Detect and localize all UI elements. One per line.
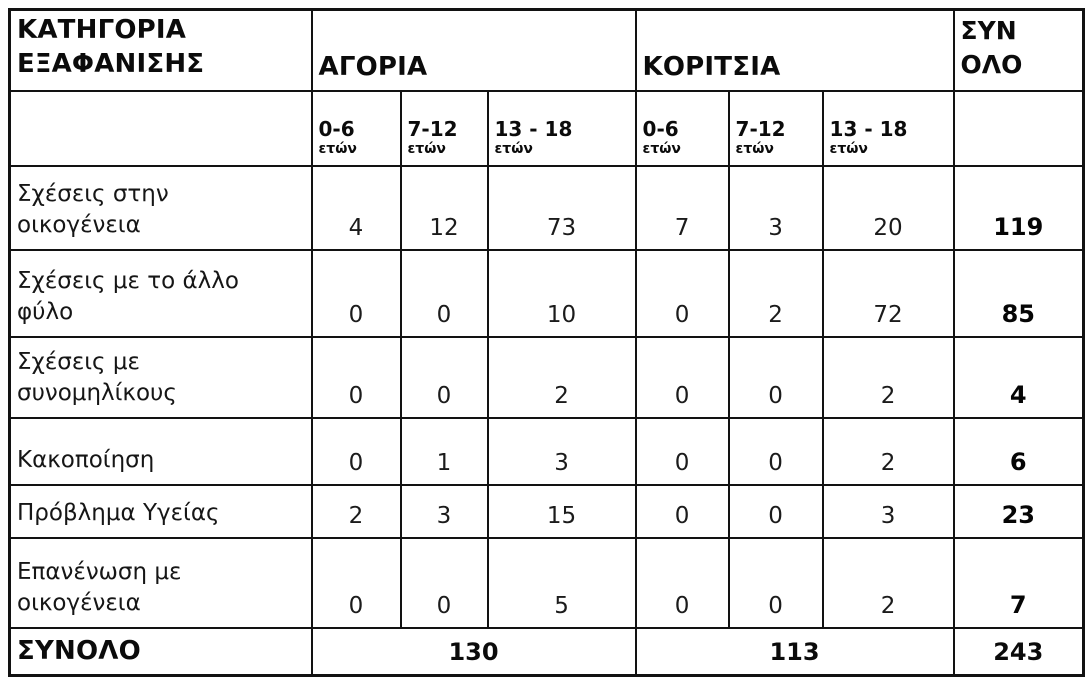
row-total: 119 [952,164,1085,251]
row-total: 23 [952,483,1085,539]
value-boys-7-12: 0 [399,536,489,629]
value-boys-0-6: 0 [310,416,402,486]
age-range-label: 7-12 [407,116,458,141]
value-boys-7-12: 3 [399,483,489,539]
value-girls-13-18: 2 [821,335,955,419]
age-range-label: 0-6 [642,116,679,141]
row-label: Πρόβλημα Υγείας [8,483,313,539]
table-row-opposite-sex-relations: Σχέσεις με το άλλο φύλο 0 0 10 0 2 72 85 [8,248,1085,338]
header-age-girls-0-6: 0-6 ετών [634,89,730,167]
table-row-peer-relations: Σχέσεις με συνομηλίκους 0 0 2 0 0 2 4 [8,335,1085,419]
age-unit-label: ετών [829,140,868,157]
table-row-health-problem: Πρόβλημα Υγείας 2 3 15 0 0 3 23 [8,483,1085,539]
age-unit-label: ετών [407,140,446,157]
header-total-spacer [952,89,1085,167]
header-category-spacer [8,89,313,167]
footer-row-totals: ΣΥΝΟΛΟ 130 113 243 [8,626,1085,677]
footer-grand-total: 243 [952,626,1085,677]
value-girls-13-18: 2 [821,536,955,629]
footer-boys-total: 130 [310,626,637,677]
value-girls-7-12: 2 [727,248,824,338]
row-total: 6 [952,416,1085,486]
age-range-label: 7-12 [735,116,786,141]
value-girls-0-6: 0 [634,536,730,629]
value-boys-13-18: 15 [486,483,637,539]
row-total: 4 [952,335,1085,419]
value-girls-7-12: 0 [727,536,824,629]
row-label: Σχέσεις στην οικογένεια [8,164,313,251]
value-boys-0-6: 2 [310,483,402,539]
value-girls-0-6: 0 [634,248,730,338]
table-row-family-reunification: Επανένωση με οικογένεια 0 0 5 0 0 2 7 [8,536,1085,629]
value-girls-7-12: 3 [727,164,824,251]
header-age-boys-7-12: 7-12 ετών [399,89,489,167]
header-age-girls-7-12: 7-12 ετών [727,89,824,167]
table-row-abuse: Κακοποίηση 0 1 3 0 0 2 6 [8,416,1085,486]
value-girls-13-18: 2 [821,416,955,486]
value-girls-0-6: 0 [634,335,730,419]
row-total: 7 [952,536,1085,629]
age-range-label: 13 - 18 [494,116,573,141]
table-row-family-relations: Σχέσεις στην οικογένεια 4 12 73 7 3 20 1… [8,164,1085,251]
age-unit-label: ετών [494,140,533,157]
header-girls: ΚΟΡΙΤΣΙΑ [634,8,955,92]
header-age-boys-0-6: 0-6 ετών [310,89,402,167]
row-label: Σχέσεις με το άλλο φύλο [8,248,313,338]
value-boys-0-6: 0 [310,248,402,338]
value-girls-0-6: 0 [634,483,730,539]
value-boys-7-12: 12 [399,164,489,251]
age-unit-label: ετών [735,140,774,157]
value-girls-7-12: 0 [727,416,824,486]
header-category: ΚΑΤΗΓΟΡΙΑ ΕΞΑΦΑΝΙΣΗΣ [8,8,313,92]
footer-girls-total: 113 [634,626,955,677]
header-boys: ΑΓΟΡΙΑ [310,8,637,92]
value-girls-0-6: 0 [634,416,730,486]
value-boys-13-18: 3 [486,416,637,486]
value-girls-7-12: 0 [727,483,824,539]
value-boys-13-18: 2 [486,335,637,419]
missing-categories-table: ΚΑΤΗΓΟΡΙΑ ΕΞΑΦΑΝΙΣΗΣ ΑΓΟΡΙΑ ΚΟΡΙΤΣΙΑ ΣΥΝ… [8,8,1086,678]
header-total: ΣΥΝ ΟΛΟ [952,8,1085,92]
value-boys-0-6: 0 [310,536,402,629]
value-girls-0-6: 7 [634,164,730,251]
value-girls-13-18: 3 [821,483,955,539]
age-range-label: 0-6 [318,116,355,141]
row-label: Κακοποίηση [8,416,313,486]
row-label: Επανένωση με οικογένεια [8,536,313,629]
row-total: 85 [952,248,1085,338]
header-age-boys-13-18: 13 - 18 ετών [486,89,637,167]
header-age-girls-13-18: 13 - 18 ετών [821,89,955,167]
footer-label: ΣΥΝΟΛΟ [8,626,313,677]
value-girls-13-18: 72 [821,248,955,338]
value-girls-7-12: 0 [727,335,824,419]
age-unit-label: ετών [318,140,357,157]
value-boys-13-18: 73 [486,164,637,251]
header-row-groups: ΚΑΤΗΓΟΡΙΑ ΕΞΑΦΑΝΙΣΗΣ ΑΓΟΡΙΑ ΚΟΡΙΤΣΙΑ ΣΥΝ… [8,8,1085,92]
value-boys-0-6: 0 [310,335,402,419]
age-unit-label: ετών [642,140,681,157]
row-label: Σχέσεις με συνομηλίκους [8,335,313,419]
document-page: ΚΑΤΗΓΟΡΙΑ ΕΞΑΦΑΝΙΣΗΣ ΑΓΟΡΙΑ ΚΟΡΙΤΣΙΑ ΣΥΝ… [8,8,1086,678]
value-boys-7-12: 1 [399,416,489,486]
value-boys-0-6: 4 [310,164,402,251]
header-row-ages: 0-6 ετών 7-12 ετών 13 - 18 ετών 0-6 ετών… [8,89,1085,167]
value-boys-13-18: 5 [486,536,637,629]
value-girls-13-18: 20 [821,164,955,251]
value-boys-7-12: 0 [399,335,489,419]
age-range-label: 13 - 18 [829,116,908,141]
value-boys-13-18: 10 [486,248,637,338]
value-boys-7-12: 0 [399,248,489,338]
